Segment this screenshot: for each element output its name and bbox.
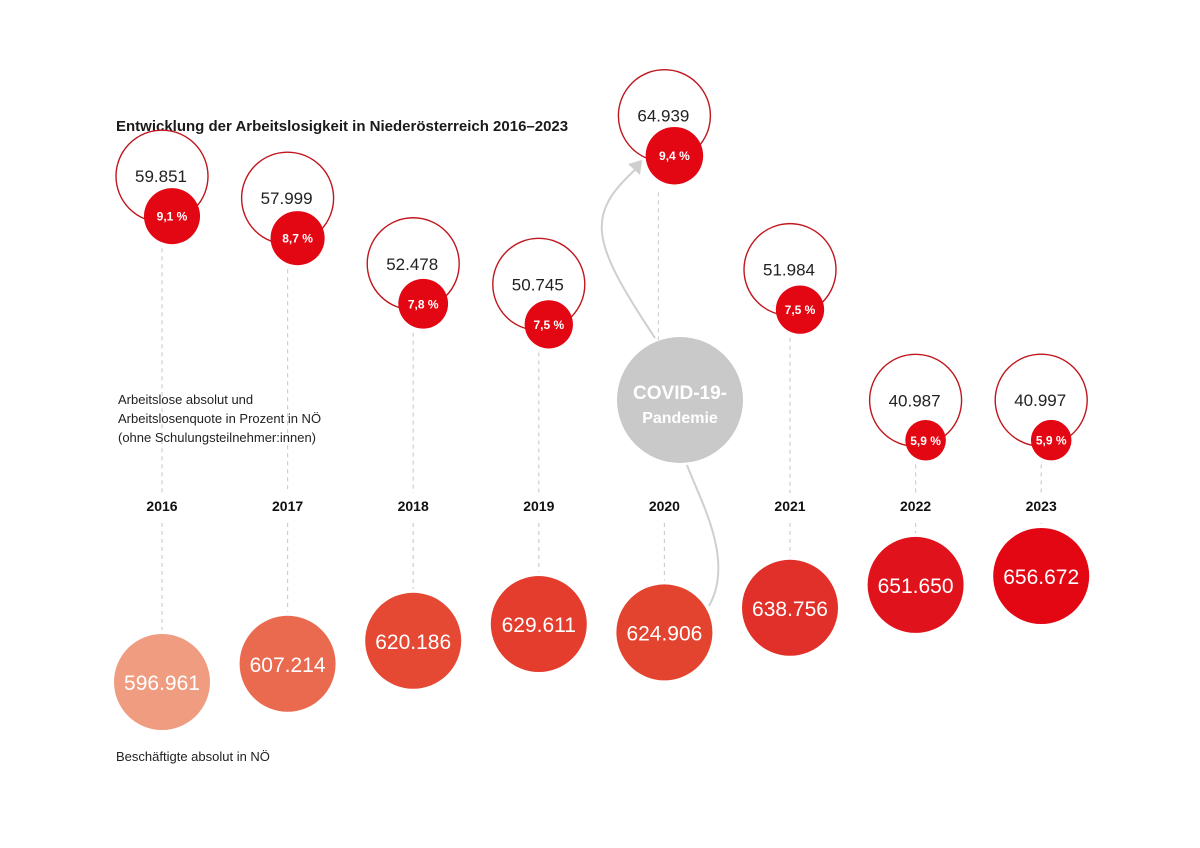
year-label: 2018: [398, 498, 429, 514]
employment-value: 596.961: [124, 672, 200, 695]
rate-value: 7,5 %: [785, 303, 816, 317]
employment-bubbles: 596.961 607.214 620.186 629.611 624.906 638.7…: [114, 528, 1090, 730]
employment-bubble: [867, 536, 964, 633]
covid-arrows: [600, 160, 720, 607]
rate-dot: [905, 419, 946, 461]
unemployment-value: 50.745: [512, 275, 564, 294]
unemployment-value: 40.997: [1014, 391, 1066, 410]
employment-bubble: [114, 634, 210, 730]
rate-dot: [775, 285, 825, 334]
employment-value: 638.756: [752, 598, 828, 621]
year-label: 2023: [1026, 498, 1057, 514]
rate-dot: [524, 300, 573, 349]
rate-value: 7,5 %: [533, 318, 564, 332]
covid-circle: [617, 337, 743, 463]
rate-value: 7,8 %: [408, 297, 439, 311]
covid-arrow-down: [686, 464, 720, 607]
year-label: 2020: [649, 498, 680, 514]
employment-bubble: [993, 528, 1090, 624]
employment-value: 656.672: [1003, 566, 1079, 589]
year-labels: 2016 2017 2018 2019 2020 2021 2022 2023: [146, 498, 1057, 514]
unemployment-legend-line-3: (ohne Schulungsteilnehmer:innen): [118, 430, 316, 445]
employment-value: 620.186: [375, 631, 451, 654]
rate-dot: [143, 188, 201, 245]
year-label: 2017: [272, 498, 303, 514]
unemployment-bubbles: 59.851 9,1 % 57.999 8,7 % 52.478 7,8 % 50.745 7…: [115, 69, 1088, 461]
unemployment-legend-line-1: Arbeitslose absolut und: [118, 392, 253, 407]
covid-label-line-1: COVID-19-: [633, 383, 727, 404]
unemployment-value: 64.939: [637, 107, 689, 126]
unemployment-value: 52.478: [386, 255, 438, 274]
covid-marker: COVID-19- Pandemie: [617, 337, 743, 463]
year-label: 2022: [900, 498, 931, 514]
employment-bubble: [239, 615, 336, 712]
unemployment-value: 57.999: [261, 189, 313, 208]
unemployment-value: 51.984: [763, 261, 815, 280]
covid-arrow-up: [600, 167, 656, 339]
connectors: [161, 192, 1042, 630]
covid-label-line-2: Pandemie: [642, 410, 718, 427]
employment-bubble: [365, 592, 462, 689]
rate-value: 5,9 %: [1036, 434, 1067, 448]
chart-title: Entwicklung der Arbeitslosigkeit in Nied…: [116, 118, 568, 135]
employment-bubble: [616, 584, 713, 681]
employment-value: 629.611: [502, 614, 576, 637]
unemployment-legend-line-2: Arbeitslosenquote in Prozent in NÖ: [118, 411, 321, 426]
rate-value: 9,1 %: [157, 210, 188, 224]
rate-dot: [270, 211, 325, 266]
employment-value: 607.214: [250, 654, 326, 677]
employment-bubble: [742, 559, 838, 656]
employment-legend: Beschäftigte absolut in NÖ: [116, 749, 270, 764]
employment-bubble: [490, 576, 587, 673]
employment-value: 624.906: [626, 622, 702, 645]
year-label: 2016: [146, 498, 177, 514]
rate-dot: [1030, 419, 1072, 461]
rate-value: 9,4 %: [659, 149, 690, 163]
rate-dot: [645, 126, 704, 185]
unemployment-value: 40.987: [889, 391, 941, 410]
unemployment-legend: Arbeitslose absolut und Arbeitslosenquot…: [118, 392, 321, 445]
year-label: 2019: [523, 498, 554, 514]
year-label: 2021: [774, 498, 805, 514]
covid-arrowhead: [628, 160, 642, 175]
rate-value: 5,9 %: [910, 434, 941, 448]
rate-value: 8,7 %: [282, 232, 313, 246]
unemployment-value: 59.851: [135, 167, 187, 186]
rate-dot: [398, 278, 449, 329]
employment-value: 651.650: [878, 575, 954, 598]
